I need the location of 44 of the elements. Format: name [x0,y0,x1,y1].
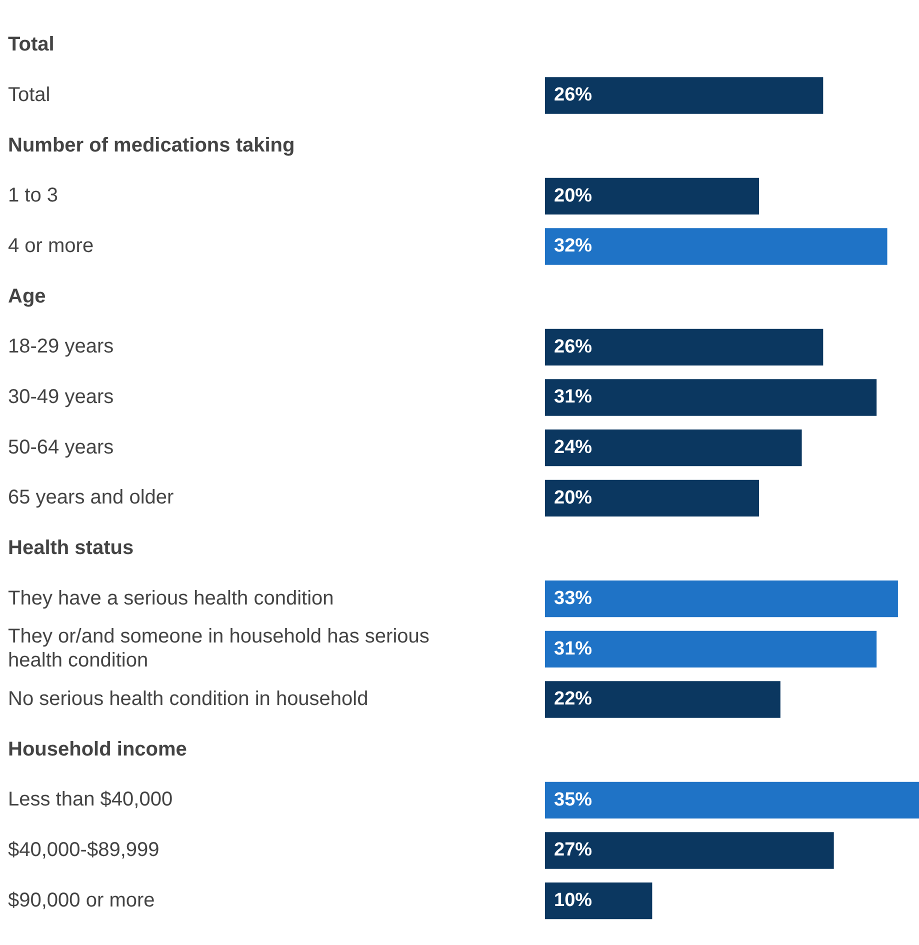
y-tick-label: 18-29 years [8,336,114,358]
y-tick-label: Age [8,285,46,308]
data-label: 22% [554,688,592,710]
bar [545,480,760,516]
y-tick-label: Number of medications taking [8,134,295,156]
data-label: 10% [554,890,592,912]
bar [545,379,877,416]
y-tick-label: 65 years and older [8,486,174,509]
y-tick-label: 1 to 3 [8,184,58,207]
y-tick-label: Less than $40,000 [8,788,173,811]
y-tick-label: $40,000-$89,999 [8,839,160,862]
data-label: 32% [554,236,592,257]
y-tick-label: No serious health condition in household [8,688,368,710]
y-tick-label: 4 or more [8,235,94,258]
bar [545,580,898,618]
data-label: 31% [554,386,592,408]
y-tick-label: 50-64 years [8,436,114,458]
data-label: 24% [554,437,592,458]
bar [545,832,834,869]
y-tick-label: Health status [8,537,134,560]
y-tick-label: They have a serious health condition [8,587,334,610]
data-label: 33% [554,588,592,610]
y-tick-label: They or/and someone in household has serious health condition [8,626,430,672]
bar [545,630,877,668]
bar [545,77,824,114]
data-label: 20% [554,185,592,206]
bar [545,681,780,718]
bar [545,882,652,920]
y-tick-label: 30-49 years [8,386,114,408]
data-label: 26% [554,336,592,358]
y-tick-label: Total [8,34,54,56]
data-label: 26% [554,84,592,106]
bar [545,178,760,214]
data-label: 35% [554,789,592,810]
bar [545,782,919,818]
data-label: 31% [554,638,592,660]
data-label: 27% [554,840,592,861]
y-tick-label: Total [8,84,50,106]
data-label: 20% [554,487,592,508]
bar [545,430,802,466]
bar [545,328,824,366]
bar [545,228,888,265]
y-tick-label: $90,000 or more [8,889,155,912]
y-tick-label: Household income [8,738,187,760]
